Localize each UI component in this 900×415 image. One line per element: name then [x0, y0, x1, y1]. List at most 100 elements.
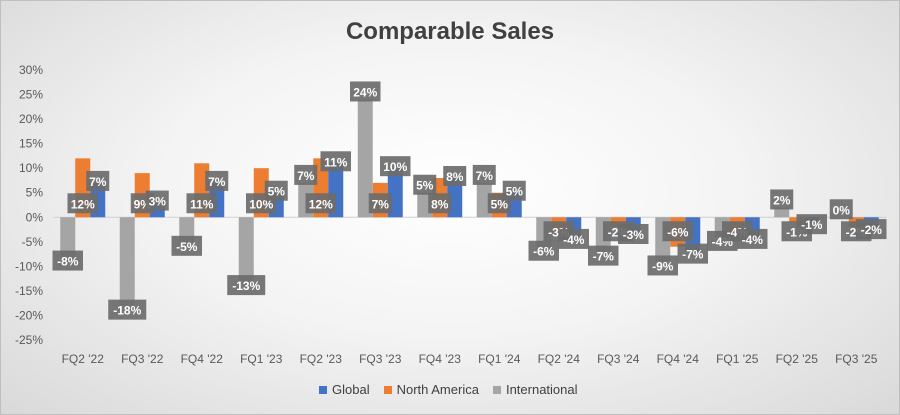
data-label: -7% [682, 248, 704, 262]
y-tick-label: -10% [15, 259, 43, 273]
data-label: -9% [652, 259, 674, 273]
data-label: 0% [833, 203, 851, 217]
data-label: 8% [446, 170, 464, 184]
data-label-box [618, 224, 649, 244]
chart-legend: Global North America International [319, 382, 578, 397]
data-label-box [413, 174, 437, 195]
data-label-box [294, 164, 318, 185]
data-label: -8% [57, 255, 79, 269]
data-label-box [829, 199, 853, 220]
bar-international [119, 217, 135, 306]
data-label: -5% [176, 240, 198, 254]
data-label: 8% [431, 197, 449, 211]
data-label-box [350, 81, 381, 102]
data-label: 24% [353, 85, 377, 99]
data-label: 5% [491, 197, 509, 211]
data-label: -2% [861, 223, 883, 237]
y-tick-label: -25% [15, 333, 43, 347]
data-label-box [380, 156, 411, 177]
legend-item-north-america: North America [383, 382, 479, 397]
data-label-box [588, 245, 619, 266]
x-tick-label: FQ2 '25 [776, 352, 819, 366]
legend-swatch [492, 385, 501, 394]
x-tick-label: FQ3 '23 [359, 352, 402, 366]
data-label-box [528, 240, 559, 261]
y-tick-label: -20% [15, 308, 43, 322]
x-tick-label: FQ3 '25 [835, 352, 878, 366]
x-tick-label: FQ1 '24 [478, 352, 521, 366]
data-label-box [647, 255, 678, 276]
data-label-box [443, 166, 467, 186]
data-label: -6% [667, 225, 689, 239]
data-label-box [796, 214, 827, 235]
x-tick-label: FQ2 '24 [538, 352, 581, 366]
data-label-box [320, 151, 351, 172]
data-label: 10% [249, 197, 273, 211]
data-label-box [677, 243, 708, 264]
data-label: 7% [476, 169, 494, 183]
data-label: -4% [563, 233, 585, 247]
data-label-box [428, 193, 452, 214]
data-label-box [770, 189, 794, 210]
data-label: -7% [593, 250, 615, 264]
data-label: -6% [533, 245, 555, 259]
legend-label: North America [396, 382, 479, 397]
data-label: -4% [742, 233, 764, 247]
bar-international [357, 99, 373, 218]
legend-item-global: Global [319, 382, 370, 397]
data-label: -18% [113, 304, 141, 318]
chart-title: Comparable Sales [345, 18, 555, 45]
data-label: 5% [268, 185, 286, 199]
data-label-box [264, 180, 288, 201]
data-label: 5% [506, 185, 524, 199]
data-label-box [305, 193, 336, 214]
data-label: -1% [801, 218, 823, 232]
data-label-box [205, 170, 229, 191]
y-tick-label: 20% [19, 112, 43, 126]
data-label: 2% [773, 193, 791, 207]
legend-label: International [505, 382, 578, 397]
data-label: 12% [71, 197, 95, 211]
data-label-box [368, 193, 392, 214]
data-label: 7% [208, 175, 226, 189]
x-tick-label: FQ1 '25 [716, 352, 759, 366]
data-label: 7% [297, 169, 315, 183]
y-tick-label: 0% [26, 210, 44, 224]
y-tick-label: 5% [26, 186, 44, 200]
legend-item-international: International [492, 382, 578, 397]
data-label-box [472, 164, 496, 185]
x-tick-label: FQ3 '22 [121, 352, 164, 366]
data-label-box [502, 180, 526, 201]
data-label-box [145, 190, 169, 211]
data-label-box [108, 299, 147, 320]
data-label: 5% [416, 179, 434, 193]
data-label: 7% [89, 175, 107, 189]
x-tick-label: FQ4 '23 [419, 352, 462, 366]
data-label-box [558, 228, 589, 249]
data-label-box [67, 193, 98, 214]
y-tick-label: 10% [19, 161, 43, 175]
y-tick-label: 25% [19, 88, 43, 102]
y-tick-label: -5% [22, 235, 44, 249]
bar-international [774, 207, 790, 218]
data-label: 11% [190, 197, 214, 211]
data-label-box [856, 219, 887, 240]
data-label-box [227, 275, 266, 296]
data-label-box [737, 228, 768, 249]
data-label-box [52, 250, 83, 271]
legend-swatch [383, 385, 392, 394]
data-label: -3% [623, 228, 645, 242]
data-label-box [86, 170, 110, 191]
y-tick-label: -15% [15, 284, 43, 298]
legend-label: Global [332, 382, 370, 397]
data-label-box [171, 235, 202, 256]
x-tick-label: FQ2 '23 [300, 352, 343, 366]
legend-swatch [319, 385, 327, 394]
bar-international [179, 217, 195, 242]
data-label: 7% [372, 197, 390, 211]
data-label-box [662, 221, 693, 242]
data-label-box [186, 193, 217, 214]
y-tick-label: 30% [19, 63, 43, 77]
bar-international [60, 217, 76, 257]
